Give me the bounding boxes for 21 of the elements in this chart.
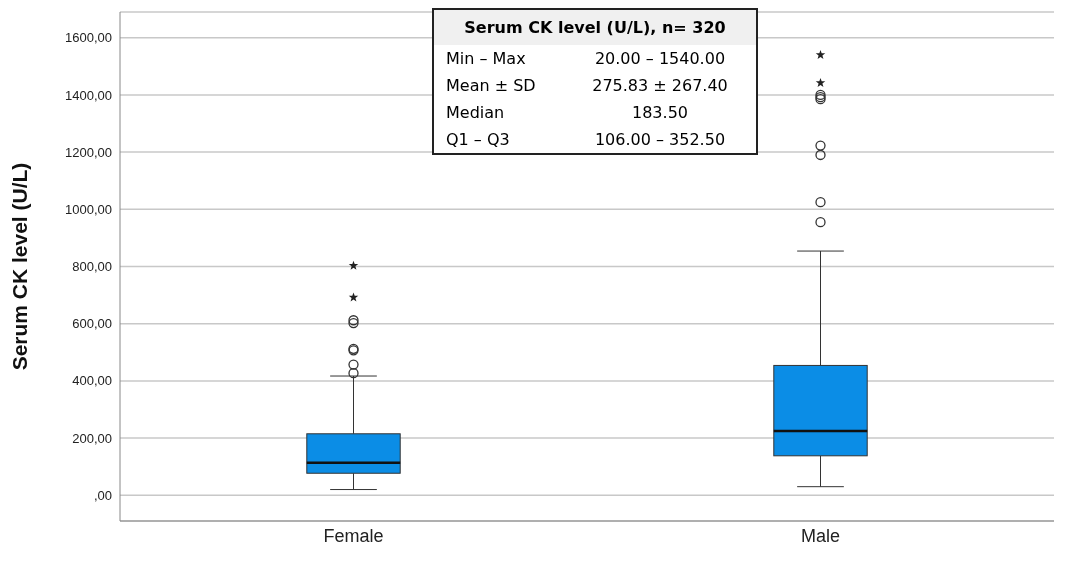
y-tick-label: ,00 — [93, 487, 112, 503]
y-tick-label: 800,00 — [72, 259, 112, 275]
y-tick-label: 1000,00 — [65, 201, 112, 217]
y-tick-label: 1200,00 — [65, 144, 112, 160]
annotation: Q1 – Q3 — [446, 129, 511, 151]
annotation: Min – Max — [446, 48, 527, 70]
y-tick-label: 1600,00 — [65, 30, 112, 46]
x-tick-label: Male — [800, 525, 841, 546]
y-axis-title: Serum CK level (U/L) — [8, 162, 32, 371]
annotation: 106.00 – 352.50 — [593, 129, 727, 151]
annotation: Median — [446, 102, 506, 124]
annotation: Mean ± SD — [446, 75, 537, 97]
y-tick-label: 200,00 — [72, 430, 112, 446]
annotation: 183.50 — [631, 102, 689, 124]
annotation: 20.00 – 1540.00 — [593, 48, 727, 70]
annotation: 275.83 ± 267.40 — [591, 75, 729, 97]
y-tick-label: 400,00 — [72, 373, 112, 389]
y-tick-label: 600,00 — [72, 316, 112, 332]
table-header: Serum CK level (U/L), n= 320 — [434, 10, 756, 45]
x-tick-label: Female — [323, 525, 384, 546]
y-tick-label: 1400,00 — [65, 87, 112, 103]
